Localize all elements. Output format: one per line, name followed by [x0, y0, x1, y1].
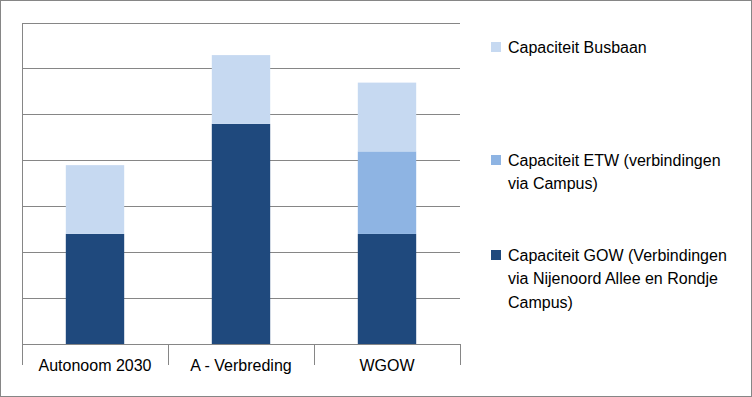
x-tick-label: Autonoom 2030 [39, 357, 152, 374]
bar [66, 234, 124, 344]
category-separator [460, 344, 461, 365]
grid [22, 23, 460, 344]
bar [358, 234, 416, 344]
y-axis [22, 24, 24, 345]
legend-item: Capaciteit GOW (Verbindingenvia Nijenoor… [491, 247, 727, 311]
x-tick: A - Verbreding [190, 344, 291, 374]
bars [66, 55, 416, 344]
legend-swatch [491, 42, 501, 52]
bar [358, 151, 416, 234]
legend-label: Capaciteit Busbaan [508, 39, 647, 56]
chart-frame [1, 1, 752, 397]
x-tick-label: A - Verbreding [190, 357, 291, 374]
y-axis-line [22, 24, 23, 345]
x-tick-label: WGOW [359, 357, 415, 374]
category-separator [314, 344, 315, 365]
legend-swatch [491, 155, 501, 165]
bar [212, 124, 270, 344]
legend-label: Capaciteit ETW (verbindingenvia Campus) [508, 152, 721, 193]
x-axis-line [23, 344, 461, 345]
bar [212, 55, 270, 124]
legend-swatch [491, 250, 501, 260]
x-tick: WGOW [359, 344, 415, 374]
bar [66, 165, 124, 234]
category-separator [168, 344, 169, 365]
legend-item: Capaciteit Busbaan [491, 39, 647, 56]
chart: Autonoom 2030 A - Verbreding WGOW Capacitei… [0, 0, 752, 397]
legend: Capaciteit Busbaan Capaciteit ETW (verbin… [491, 39, 727, 311]
x-tick: Autonoom 2030 [39, 344, 152, 374]
category-separator [22, 344, 23, 365]
legend-item: Capaciteit ETW (verbindingenvia Campus) [491, 152, 721, 193]
x-axis: Autonoom 2030 A - Verbreding WGOW [22, 344, 461, 374]
legend-label: Capaciteit GOW (Verbindingenvia Nijenoor… [508, 247, 727, 311]
grid-line [22, 23, 460, 24]
bar [358, 83, 416, 152]
